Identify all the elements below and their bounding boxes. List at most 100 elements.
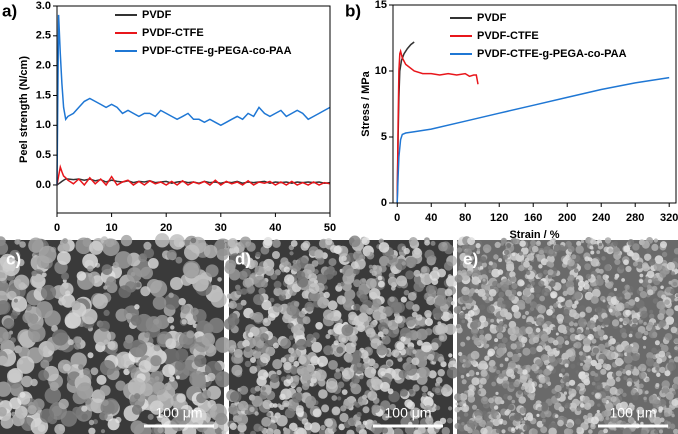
grain	[463, 412, 469, 417]
grain	[112, 261, 119, 268]
grain	[479, 266, 484, 270]
grain	[638, 372, 647, 380]
grain	[565, 382, 570, 387]
grain	[483, 343, 489, 349]
grain	[621, 278, 625, 282]
grain	[341, 337, 347, 343]
grain	[155, 233, 170, 248]
grain	[488, 261, 493, 266]
grain	[557, 296, 564, 303]
grain	[215, 371, 231, 388]
grain	[575, 385, 581, 391]
grain	[635, 331, 643, 339]
grain	[646, 284, 652, 290]
grain	[228, 404, 239, 415]
grain	[584, 372, 589, 376]
grain	[293, 360, 300, 367]
grain	[446, 366, 459, 379]
grain	[628, 299, 636, 306]
grain	[302, 383, 310, 391]
grain	[488, 289, 497, 297]
grain	[440, 387, 448, 395]
grain	[543, 280, 549, 286]
grain	[457, 270, 463, 276]
grain	[252, 312, 264, 323]
grain	[638, 363, 647, 372]
grain	[458, 312, 466, 319]
grain	[674, 346, 678, 350]
grain	[223, 318, 236, 330]
grain	[493, 365, 497, 369]
grain	[569, 333, 578, 342]
grain	[518, 396, 526, 404]
grain	[541, 287, 551, 297]
grain	[236, 288, 243, 295]
grain	[593, 314, 599, 320]
grain	[528, 309, 532, 313]
grain	[502, 420, 508, 426]
grain	[439, 335, 445, 341]
grain	[604, 237, 612, 244]
grain	[542, 418, 546, 423]
grain	[444, 323, 456, 335]
grain	[665, 308, 674, 317]
y-tick-label: 5	[381, 131, 387, 143]
grain	[546, 309, 553, 316]
grain	[592, 347, 599, 354]
grain	[610, 396, 617, 403]
grain	[651, 328, 656, 333]
grain	[629, 330, 634, 334]
grain	[412, 304, 420, 312]
grain	[323, 269, 335, 280]
x-tick-label: 80	[459, 212, 471, 224]
grain	[493, 405, 499, 410]
grain	[537, 406, 542, 412]
grain	[9, 397, 22, 410]
grain	[525, 326, 533, 335]
grain	[509, 333, 517, 342]
grain	[58, 398, 69, 410]
grain	[38, 369, 49, 381]
grain	[584, 263, 591, 271]
grain	[652, 285, 658, 292]
grain	[578, 399, 584, 405]
grain	[543, 383, 549, 389]
grain	[646, 352, 654, 360]
grain	[669, 423, 676, 430]
grain	[517, 279, 525, 287]
grain	[362, 406, 370, 414]
x-tick-label: 0	[54, 222, 60, 234]
grain	[511, 304, 520, 313]
grain	[511, 353, 520, 363]
grain	[144, 332, 151, 338]
grain	[601, 312, 608, 319]
grain	[639, 383, 644, 389]
grain	[429, 430, 437, 434]
grain	[673, 376, 678, 385]
grain	[670, 326, 678, 334]
grain	[265, 346, 276, 357]
grain	[435, 324, 446, 335]
grain	[360, 424, 366, 430]
grain	[616, 302, 625, 312]
grain	[482, 278, 486, 282]
grain	[638, 286, 644, 292]
grain	[73, 336, 82, 345]
grain	[646, 270, 655, 279]
grain	[530, 363, 539, 372]
grain	[512, 252, 516, 257]
grain	[166, 249, 177, 260]
grain	[523, 261, 530, 268]
grain	[659, 366, 666, 374]
grain	[193, 407, 201, 415]
grain	[462, 359, 466, 363]
grain	[576, 407, 581, 412]
grain	[590, 250, 595, 255]
grain	[597, 403, 601, 407]
grain	[514, 367, 519, 373]
grain	[425, 416, 434, 425]
grain	[435, 405, 441, 411]
grain	[157, 427, 164, 434]
grain	[400, 336, 406, 342]
grain	[651, 243, 659, 251]
